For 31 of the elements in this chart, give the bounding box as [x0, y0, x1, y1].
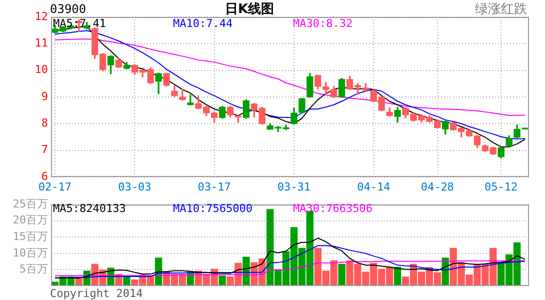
- text: Copyright 2014: [50, 287, 143, 300]
- x-tick-label: 03-17: [198, 180, 231, 194]
- y-tick-label: 11: [34, 36, 48, 50]
- text: MA5:8240133: [53, 202, 126, 215]
- y-tick-label: 8: [41, 116, 48, 130]
- text: MA30:7663506: [293, 202, 372, 215]
- y-tick-label: 5百万: [19, 262, 48, 276]
- bar: [338, 264, 346, 286]
- text: MA10:7565000: [173, 202, 252, 215]
- bar: [242, 256, 250, 286]
- y-tick-label: 20百万: [12, 214, 48, 227]
- y-tick-label: 10: [34, 63, 48, 76]
- y-tick-label: 7: [41, 143, 48, 156]
- x-tick-label: 03-31: [277, 180, 311, 194]
- x-tick-label: 02-17: [38, 180, 72, 194]
- x-tick-label: 04-14: [357, 180, 391, 194]
- annotation: 绿涨红跌: [475, 1, 527, 18]
- y-tick-label: 25百万: [12, 197, 48, 210]
- x-tick-label: 05-12: [484, 180, 518, 194]
- y-tick-label: 6: [41, 170, 48, 183]
- y-tick-label: 9: [41, 90, 48, 103]
- text: MA10:7.44: [173, 17, 233, 30]
- y-tick-label: 15百万: [12, 230, 48, 244]
- y-tick-label: 12: [34, 10, 48, 23]
- y-tick-label: 10百万: [12, 246, 48, 260]
- chart-title: 日K线图: [225, 1, 274, 18]
- x-tick-label: 04-28: [420, 180, 454, 194]
- bar: [218, 276, 226, 286]
- x-tick-label: 03-03: [118, 180, 152, 194]
- text: 03900: [50, 2, 86, 16]
- text: MA30:8.32: [293, 17, 353, 30]
